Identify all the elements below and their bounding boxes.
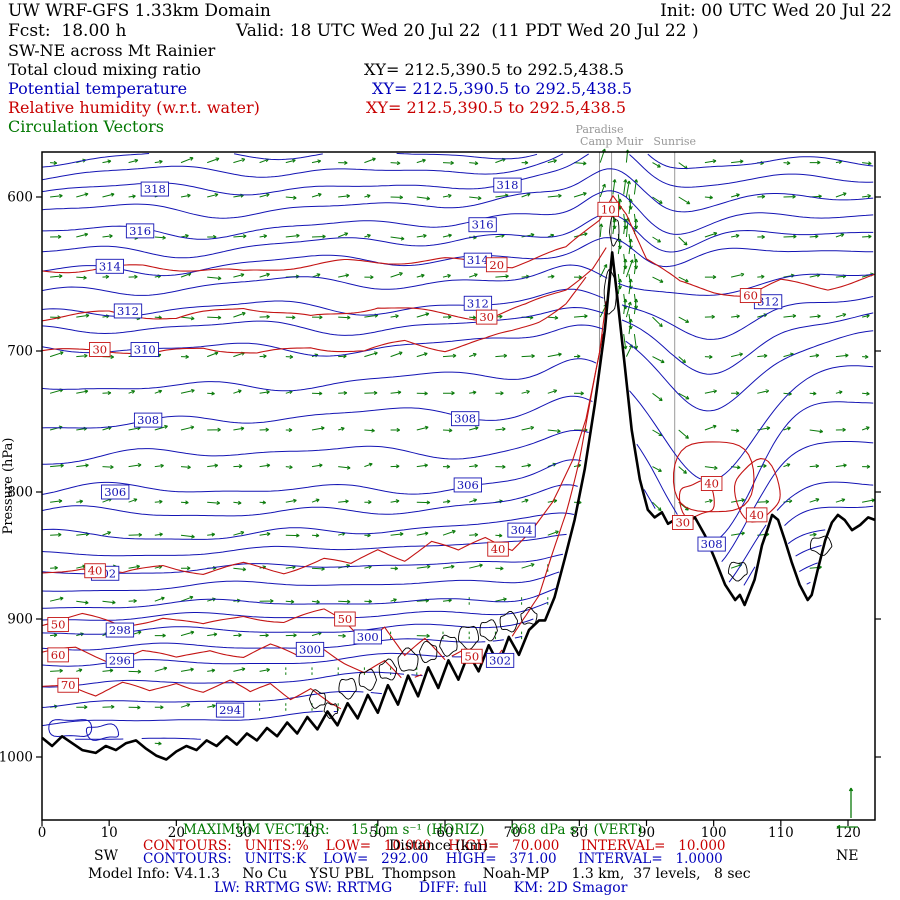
theta-contours <box>41 152 874 741</box>
svg-text:100: 100 <box>701 825 727 841</box>
svg-text:10: 10 <box>101 825 118 841</box>
svg-text:70: 70 <box>504 825 521 841</box>
svg-text:30: 30 <box>675 515 690 529</box>
svg-text:50: 50 <box>465 649 480 663</box>
axes: 600 700 800 900 1000 0 10 20 30 40 50 60 70 80 90 100 11… <box>0 151 881 841</box>
svg-text:314: 314 <box>467 253 489 267</box>
svg-text:316: 316 <box>472 218 494 232</box>
cross-section-title: SW-NE across Mt Rainier <box>8 41 216 60</box>
max-vector-info: MAXIMUM VECTOR: 15.1 m s⁻¹ (HORIZ) 868 d… <box>183 822 643 838</box>
svg-text:30: 30 <box>92 342 107 356</box>
field-xy-theta: XY= 212.5,390.5 to 292.5,438.5 <box>372 79 633 98</box>
svg-text:40: 40 <box>491 542 506 556</box>
svg-text:900: 900 <box>7 612 33 628</box>
svg-text:308: 308 <box>137 413 159 427</box>
svg-text:294: 294 <box>219 703 241 717</box>
svg-text:312: 312 <box>757 295 779 309</box>
svg-text:308: 308 <box>701 537 723 551</box>
svg-text:60: 60 <box>51 648 66 662</box>
svg-text:20: 20 <box>168 825 185 841</box>
svg-text:298: 298 <box>109 623 131 637</box>
station-label: Paradise <box>575 123 623 136</box>
field-xy-rh: XY= 212.5,390.5 to 292.5,438.5 <box>366 98 627 117</box>
station-label: Sunrise <box>653 135 696 148</box>
svg-text:800: 800 <box>7 485 33 501</box>
field-label-theta: Potential temperature <box>8 79 188 98</box>
svg-text:300: 300 <box>299 642 321 656</box>
y-axis-label: Pressure (hPa) <box>1 438 16 535</box>
svg-text:296: 296 <box>109 653 131 667</box>
svg-text:20: 20 <box>489 258 504 272</box>
field-label-rh: Relative humidity (w.r.t. water) <box>8 98 260 117</box>
terrain-profile <box>41 251 876 761</box>
svg-text:308: 308 <box>454 412 476 426</box>
svg-text:40: 40 <box>704 477 719 491</box>
plot-border <box>41 151 876 821</box>
svg-text:50: 50 <box>338 612 353 626</box>
theta-contour-info: CONTOURS: UNITS:K LOW= 292.00 HIGH= 371.… <box>143 851 723 867</box>
svg-text:304: 304 <box>511 523 533 537</box>
svg-text:1000: 1000 <box>0 750 33 766</box>
contour-labels: 318 318 316 316 314 314 312 312 312 310 308 308 308 3… <box>47 177 783 718</box>
svg-text:80: 80 <box>571 825 588 841</box>
rh-contours <box>41 194 876 710</box>
svg-text:312: 312 <box>117 304 139 318</box>
ne-end-label: NE <box>836 848 859 864</box>
field-label-vectors: Circulation Vectors <box>8 117 164 136</box>
init-time: Init: 00 UTC Wed 20 Jul 22 <box>660 1 892 21</box>
svg-text:318: 318 <box>144 182 166 196</box>
svg-text:310: 310 <box>134 342 156 356</box>
model-title: UW WRF-GFS 1.33km Domain <box>8 1 271 21</box>
x-axis-label: Distance (km) <box>389 838 489 854</box>
svg-text:312: 312 <box>467 296 489 310</box>
sw-end-label: SW <box>94 848 118 864</box>
svg-text:110: 110 <box>768 825 794 841</box>
field-label-cloud: Total cloud mixing ratio <box>8 60 202 79</box>
svg-text:40: 40 <box>88 564 103 578</box>
svg-text:30: 30 <box>479 310 494 324</box>
reference-arrows <box>836 787 858 830</box>
valid-time: Valid: 18 UTC Wed 20 Jul 22 (11 PDT Wed … <box>236 21 699 41</box>
svg-text:90: 90 <box>638 825 655 841</box>
model-info: Model Info: V4.1.3 No Cu YSU PBL Thompso… <box>88 866 751 882</box>
forecast-hour: Fcst: 18.00 h <box>8 21 127 41</box>
svg-text:60: 60 <box>436 825 453 841</box>
svg-text:302: 302 <box>489 653 511 667</box>
physics-info: LW: RRTMG SW: RRTMG DIFF: full KM: 2D Sm… <box>214 880 628 896</box>
svg-text:30: 30 <box>235 825 252 841</box>
wind-vectors <box>49 148 876 746</box>
svg-text:314: 314 <box>99 259 121 273</box>
svg-text:306: 306 <box>104 485 126 499</box>
station-label: Camp Muir <box>580 135 644 148</box>
svg-text:40: 40 <box>749 508 764 522</box>
field-xy-cloud: XY= 212.5,390.5 to 292.5,438.5 <box>364 60 625 79</box>
svg-text:60: 60 <box>743 289 758 303</box>
svg-text:316: 316 <box>129 224 151 238</box>
rh-contour-info: CONTOURS: UNITS:% LOW= 10.000 HIGH= 70.0… <box>143 838 726 854</box>
svg-text:50: 50 <box>51 618 66 632</box>
svg-text:600: 600 <box>7 190 33 206</box>
svg-text:40: 40 <box>302 825 319 841</box>
svg-text:120: 120 <box>835 825 861 841</box>
svg-text:700: 700 <box>7 344 33 360</box>
svg-text:50: 50 <box>369 825 386 841</box>
svg-text:300: 300 <box>357 630 379 644</box>
svg-text:70: 70 <box>61 678 76 692</box>
svg-text:10: 10 <box>601 202 616 216</box>
svg-text:0: 0 <box>38 825 47 841</box>
svg-text:318: 318 <box>496 178 518 192</box>
svg-text:306: 306 <box>457 478 479 492</box>
